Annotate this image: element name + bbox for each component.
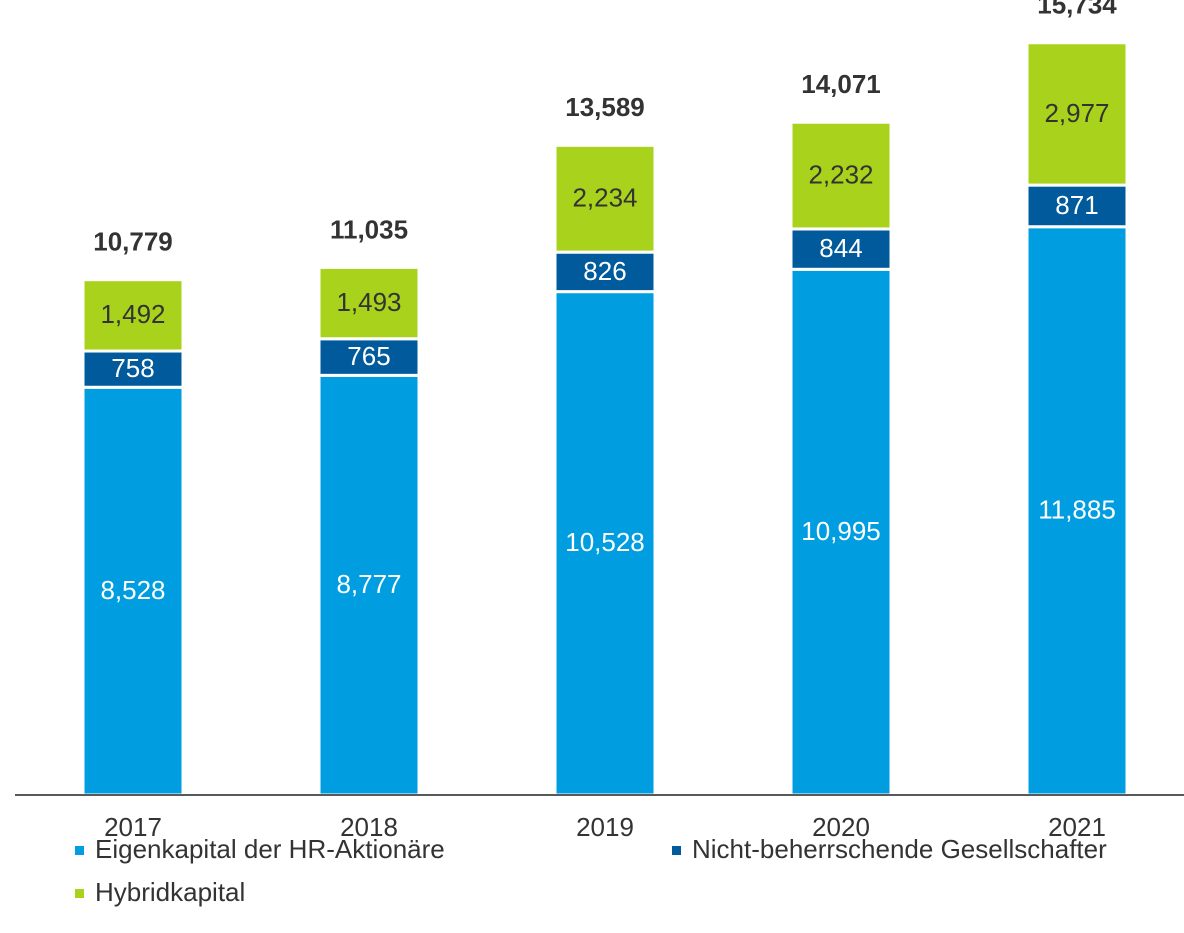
- legend-label: Nicht-beherrschende Gesellschafter: [692, 834, 1107, 864]
- data-label: 2,234: [572, 183, 637, 213]
- data-label: 8,777: [336, 569, 401, 599]
- bar-segment: [553, 250, 657, 294]
- bar-segment: [317, 265, 421, 341]
- total-label: 13,589: [565, 92, 645, 122]
- x-tick-label: 2018: [340, 812, 398, 842]
- data-label: 2,977: [1044, 98, 1109, 128]
- data-label: 1,492: [100, 299, 165, 329]
- total-label: 15,734: [1037, 0, 1117, 20]
- data-label: 826: [583, 256, 626, 286]
- data-label: 8,528: [100, 575, 165, 605]
- bar-segment: [1025, 41, 1129, 187]
- x-tick-label: 2021: [1048, 812, 1106, 842]
- bar-segment: [81, 278, 185, 353]
- x-tick-label: 2017: [104, 812, 162, 842]
- bar-segment: [553, 290, 657, 797]
- bar-segment: [81, 385, 185, 797]
- total-label: 11,035: [330, 214, 408, 244]
- data-label: 1,493: [336, 287, 401, 317]
- data-label: 11,885: [1038, 495, 1116, 525]
- data-label: 758: [111, 353, 154, 383]
- legend-swatch: [672, 846, 681, 855]
- data-label: 10,995: [801, 516, 881, 546]
- data-label: 765: [347, 341, 390, 371]
- total-label: 10,779: [93, 227, 173, 257]
- total-label: 14,071: [801, 69, 881, 99]
- x-tick-label: 2019: [576, 812, 634, 842]
- bar-segment: [789, 267, 893, 797]
- legend-label: Hybridkapital: [95, 877, 245, 907]
- bar-segment: [789, 227, 893, 271]
- bar-segment: [1025, 183, 1129, 229]
- data-label: 844: [819, 233, 862, 263]
- bar-segment: [553, 143, 657, 254]
- bar-segment: [789, 120, 893, 231]
- data-label: 2,232: [808, 159, 873, 189]
- x-tick-label: 2020: [812, 812, 870, 842]
- bar-segment: [81, 349, 185, 389]
- legend-swatch: [75, 846, 84, 855]
- legend-swatch: [75, 889, 84, 898]
- data-label: 871: [1055, 190, 1098, 220]
- legend-label: Eigenkapital der HR-Aktionäre: [95, 834, 445, 864]
- data-label: 10,528: [565, 527, 645, 557]
